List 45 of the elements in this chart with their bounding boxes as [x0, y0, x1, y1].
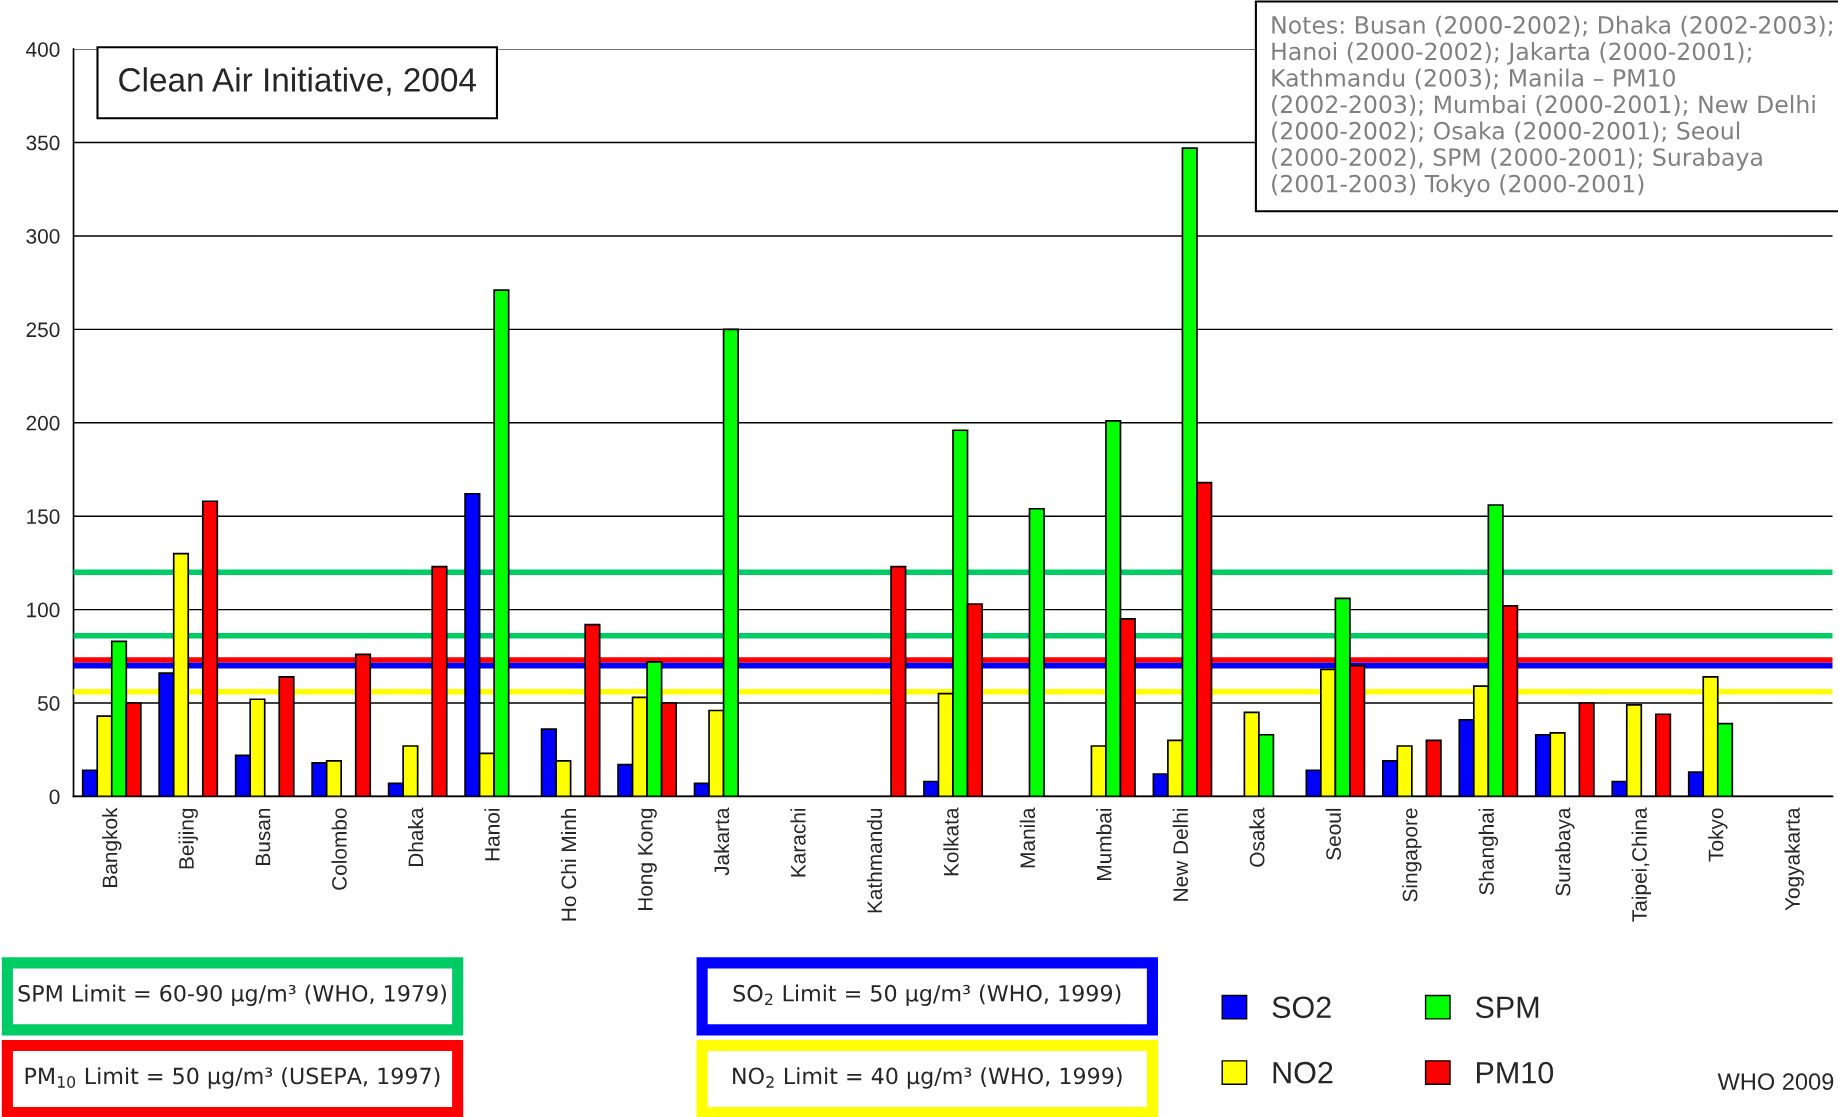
y-tick-label: 250 — [26, 322, 60, 338]
annotation: Notes: Busan (2000-2002); Dhaka (2002-2003); Hanoi (2000-2002); Jakarta (2000-2001); Kathmandu (2003); Manila – PM10 (2002-2003); Mumbai (2000-2001); New Delhi (2000-2002); Osaka (2000-2001); Seoul (2000-2002), SPM (2000-2001); Surabaya (2001-2003) Tokyo (2000-2001) — [1272, 15, 1832, 198]
x-tick-label: Seoul — [1325, 808, 1341, 860]
x-tick-label: Surabaya — [1555, 807, 1575, 896]
x-tick-label: Kathmandu — [866, 808, 883, 913]
x-tick-label: Singapore — [1402, 808, 1422, 902]
y-tick-label: 400 — [26, 42, 60, 57]
y-tick-label: 50 — [37, 696, 60, 711]
x-tick-label: Tokyo — [1708, 808, 1728, 862]
x-tick-label: Taipei,China — [1631, 807, 1651, 922]
x-tick-label: Beijing — [178, 808, 198, 869]
x-tick-label: Kolkata — [943, 807, 959, 876]
chart-title: Clean Air Initiative, 2004 — [119, 67, 476, 96]
text: NO$_{2}$ Limit = 40 μg/m³ (WHO, 1999) — [733, 1067, 1122, 1089]
y-tick-label: 300 — [26, 228, 60, 244]
x-tick-label: Colombo — [331, 808, 347, 890]
x-tick-label: New Delhi — [1172, 808, 1189, 901]
y-tick-label: 0 — [49, 789, 60, 805]
legend-label: PM10 — [1476, 1061, 1554, 1084]
text: WHO 2009 — [1717, 1073, 1834, 1090]
text: SPM Limit = 60-90 μg/m³ (WHO, 1979) — [18, 984, 446, 1006]
x-tick-label: Karachi — [790, 808, 806, 877]
y-tick-label: 350 — [26, 135, 60, 151]
x-tick-label: Jakarta — [713, 807, 730, 876]
x-tick-label: Dhaka — [407, 807, 424, 867]
y-tick-label: 150 — [27, 509, 60, 524]
y-tick-label: 200 — [26, 415, 60, 431]
x-tick-label: Shanghai — [1478, 808, 1499, 895]
x-tick-label: Yogyakarta — [1784, 807, 1804, 911]
legend-label: SO2 — [1272, 996, 1331, 1019]
x-tick-label: Ho Chi Minh — [560, 808, 577, 921]
x-tick-label: Bangkok — [102, 807, 122, 887]
y-tick-label: 100 — [27, 602, 60, 618]
bar — [1654, 713, 1672, 797]
legend-label: NO2 — [1273, 1061, 1333, 1084]
text: SO$_{2}$ Limit = 50 μg/m³ (WHO, 1999) — [733, 984, 1121, 1006]
x-tick-label: Hong Kong — [638, 808, 657, 911]
x-tick-label: Busan — [255, 808, 271, 865]
x-tick-label: Hanoi — [484, 808, 500, 861]
legend-label: SPM — [1475, 996, 1539, 1019]
text: PM$_{10}$ Limit = 50 μg/m³ (USEPA, 1997) — [25, 1067, 440, 1089]
x-tick-label: Osaka — [1249, 807, 1265, 867]
x-tick-label: Manila — [1019, 807, 1036, 868]
bar — [1425, 739, 1442, 797]
x-tick-label: Mumbai — [1096, 808, 1112, 880]
